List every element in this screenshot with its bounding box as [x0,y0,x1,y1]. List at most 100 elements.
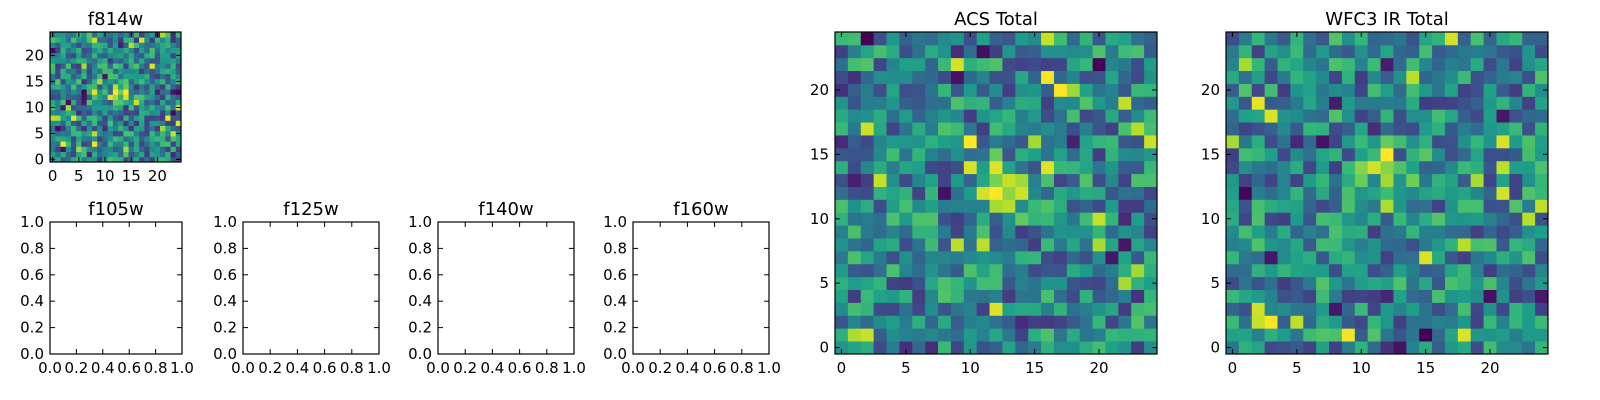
heatmap-cell [107,68,114,74]
heatmap-cell [1483,96,1497,110]
heatmap-cell [912,160,926,175]
heatmap-cell [1483,83,1497,97]
heatmap-cell [1264,96,1278,110]
heatmap-cell [860,147,875,162]
heatmap-cell [118,94,124,100]
x-tick-label: 20 [1480,359,1499,377]
heatmap-cell [976,160,990,175]
heatmap-cell [102,110,109,116]
heatmap-cell [989,276,1003,290]
heatmap-cell [154,47,161,54]
heatmap-cell [912,122,926,136]
heatmap-cell [1002,173,1016,187]
heatmap-cell [1251,160,1266,175]
heatmap-cell [154,151,161,158]
heatmap-cell [91,94,98,100]
heatmap-cell [1238,225,1253,239]
heatmap-cell [65,136,72,142]
heatmap-cell [1290,160,1304,175]
heatmap-cell [118,110,124,116]
heatmap-cell [160,42,166,48]
heatmap-cell [50,37,56,43]
heatmap-cell [1406,225,1420,239]
heatmap-cell [1277,225,1291,239]
y-tick-label: 0.6 [408,266,432,284]
heatmap-cell [118,99,124,106]
heatmap-cell [65,63,72,69]
heatmap-cell [899,173,913,187]
heatmap-cell [1277,70,1291,84]
heatmap-cell [139,52,145,59]
heatmap-cell [1432,70,1446,84]
heatmap-cell [938,147,952,162]
heatmap-cell [1002,96,1016,110]
heatmap-cell [1131,315,1145,329]
heatmap-cell [1535,135,1549,149]
heatmap-cell [86,146,93,152]
heatmap-cell [925,328,939,342]
heatmap-cell [76,37,82,43]
heatmap-cell [1277,57,1291,72]
heatmap-cell [97,120,103,126]
heatmap-cell [76,146,82,152]
heatmap-cell [1367,289,1381,303]
heatmap-cell [128,68,135,74]
heatmap-cell [1079,96,1093,110]
heatmap-cell [1264,199,1278,213]
heatmap-cell [1118,199,1132,213]
x-tick-label: 5 [74,167,84,185]
heatmap-cell [1092,135,1106,149]
heatmap-cell [1522,315,1536,329]
heatmap-cell [886,289,900,303]
x-tick-label: 1.0 [170,359,194,377]
heatmap-cell [160,104,166,111]
axes-background [243,222,379,354]
heatmap-cell [1131,70,1145,84]
heatmap-cell [133,151,140,158]
heatmap-cell [1238,83,1253,97]
heatmap-cell [1079,302,1093,316]
heatmap-cell [1522,83,1536,97]
heatmap-cell [55,47,61,54]
heatmap-cell [102,125,109,132]
heatmap-cell [154,84,161,90]
heatmap-cell [1002,109,1016,123]
heatmap-cell [1277,96,1291,110]
y-tick-label: 0.0 [603,345,627,363]
heatmap-cell [1118,225,1132,239]
heatmap-cell [86,73,93,80]
heatmap-cell [886,122,900,136]
heatmap-cell [118,104,124,111]
heatmap-cell [1470,186,1484,200]
heatmap-cell [1303,302,1317,316]
heatmap-cell [835,173,849,187]
heatmap-cell [847,289,862,303]
heatmap-cell [1522,302,1536,316]
heatmap-cell [860,173,875,187]
heatmap-cell [1419,276,1433,290]
heatmap-cell [1470,70,1484,84]
heatmap-cell [1444,250,1459,265]
heatmap-cell [170,151,177,158]
heatmap-cell [81,110,88,116]
heatmap-cell [165,42,171,48]
heatmap-cell [1509,109,1523,123]
heatmap-cell [1406,83,1420,97]
heatmap-cell [847,341,862,355]
heatmap-cell [107,58,114,64]
heatmap-cell [165,115,171,121]
heatmap-cell [97,89,103,95]
x-tick-label: 0.0 [621,359,645,377]
heatmap-cell [1028,32,1042,46]
heatmap-cell [91,89,98,95]
heatmap-cell [81,32,88,38]
heatmap-cell [1131,276,1145,290]
heatmap-cell [1131,96,1145,110]
heatmap-cell [1419,250,1433,265]
heatmap-cell [1444,70,1459,84]
heatmap-cell [1432,250,1446,265]
heatmap-cell [899,328,913,342]
heatmap-cell [873,147,887,162]
heatmap-cell [1303,315,1317,329]
